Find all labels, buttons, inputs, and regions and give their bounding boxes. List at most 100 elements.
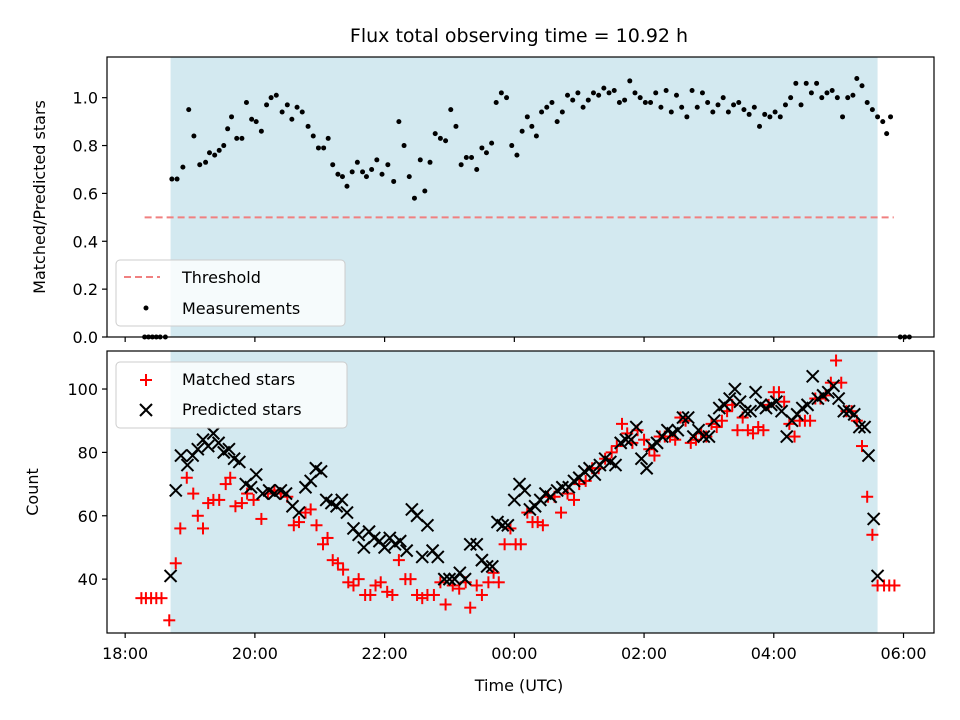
measurement-point xyxy=(369,166,375,172)
predicted-star-point xyxy=(722,391,737,406)
measurement-point xyxy=(684,114,690,120)
legend-predicted-marker xyxy=(139,403,153,417)
predicted-star-point xyxy=(470,537,484,551)
matched-star-point xyxy=(174,522,187,535)
measurement-point xyxy=(186,107,192,113)
predicted-star-point xyxy=(393,534,407,548)
matched-star-point xyxy=(386,588,399,601)
measurement-point xyxy=(884,131,890,137)
measurement-point xyxy=(463,155,469,161)
matched-star-point xyxy=(492,576,505,589)
y-tick-label: 80 xyxy=(78,443,98,462)
predicted-star-point xyxy=(671,423,685,437)
matched-star-point xyxy=(224,471,237,484)
measurement-point xyxy=(632,90,638,96)
predicted-star-point xyxy=(399,543,414,558)
matched-star-point xyxy=(605,446,618,459)
measurement-point xyxy=(840,114,846,120)
matched-star-point xyxy=(392,554,405,567)
measurement-point xyxy=(824,90,830,96)
matched-star-point xyxy=(337,563,350,576)
measurement-point xyxy=(216,147,222,153)
predicted-star-point xyxy=(442,572,457,586)
measurement-point xyxy=(585,97,591,103)
predicted-star-point xyxy=(437,572,451,586)
matched-star-point xyxy=(331,557,344,570)
measurement-point xyxy=(699,90,705,96)
measurement-point xyxy=(601,85,607,91)
matched-star-point xyxy=(321,531,334,544)
x-tick-label: 04:00 xyxy=(751,644,797,663)
measurement-point xyxy=(715,102,721,108)
measurement-point xyxy=(335,171,341,177)
measurement-point xyxy=(264,102,270,108)
measurement-point xyxy=(229,114,235,120)
measurement-point xyxy=(385,162,391,168)
x-tick-label: 18:00 xyxy=(102,644,148,663)
measurement-point xyxy=(294,104,300,110)
measurement-point xyxy=(330,162,336,168)
measurement-point xyxy=(221,143,227,149)
measurement-point xyxy=(422,188,428,194)
bottom-axes-frame xyxy=(106,350,935,634)
measurement-point xyxy=(529,123,535,129)
measurement-point xyxy=(694,104,700,110)
predicted-star-point xyxy=(831,391,846,406)
measurement-point xyxy=(427,159,433,165)
predicted-star-point xyxy=(837,404,851,418)
measurement-point xyxy=(772,109,778,115)
measurement-point xyxy=(746,111,752,117)
predicted-star-point xyxy=(624,433,638,447)
predicted-star-point xyxy=(826,379,841,393)
y-tick-label: 0.0 xyxy=(73,328,98,347)
matched-star-point xyxy=(470,579,483,592)
chart-title: Flux total observing time = 10.92 h xyxy=(350,25,688,47)
predicted-star-point xyxy=(870,569,885,583)
predicted-star-point xyxy=(292,505,306,520)
measurement-point xyxy=(417,157,423,163)
measurement-point xyxy=(321,145,327,151)
measurement-point xyxy=(864,99,870,105)
matched-star-point xyxy=(866,528,879,541)
measurement-point xyxy=(777,114,783,120)
measurement-point xyxy=(325,135,331,141)
y-tick-label: 60 xyxy=(78,507,98,526)
predicted-star-point xyxy=(211,436,226,450)
measurement-point xyxy=(234,135,240,141)
measurement-point xyxy=(834,95,840,101)
predicted-star-point xyxy=(619,433,633,447)
predicted-star-point xyxy=(232,455,247,469)
measurement-point xyxy=(249,116,255,122)
matched-star-point xyxy=(347,579,360,592)
matched-star-point xyxy=(219,478,232,491)
y-tick-label: 0.4 xyxy=(73,232,98,251)
y-tick-label: 0.8 xyxy=(73,137,98,156)
x-axis-label: Time (UTC) xyxy=(474,676,563,695)
predicted-star-point xyxy=(431,550,445,564)
measurement-point xyxy=(339,174,345,180)
measurement-point xyxy=(793,80,799,86)
measurement-point xyxy=(406,174,412,180)
predicted-star-point xyxy=(697,429,711,444)
measurement-point xyxy=(803,80,809,86)
legend-matched-label: Matched stars xyxy=(182,370,295,389)
measurement-point xyxy=(642,99,648,105)
matched-star-point xyxy=(555,506,568,519)
matched-star-point xyxy=(788,430,801,443)
predicted-star-point xyxy=(639,461,654,475)
matched-star-point xyxy=(316,538,329,551)
top-legend-box xyxy=(115,259,346,327)
measurement-point xyxy=(243,99,249,105)
legend-measurements-label: Measurements xyxy=(182,299,300,318)
measurement-point xyxy=(596,92,602,98)
measurement-point xyxy=(489,140,495,146)
predicted-star-point xyxy=(861,448,876,463)
measurement-point xyxy=(565,92,571,98)
measurement-point xyxy=(616,99,622,105)
measurement-point xyxy=(533,133,539,139)
measurement-point xyxy=(258,128,264,134)
measurement-point xyxy=(504,95,510,101)
matched-star-point xyxy=(638,433,651,446)
x-tick-label: 00:00 xyxy=(491,644,537,663)
